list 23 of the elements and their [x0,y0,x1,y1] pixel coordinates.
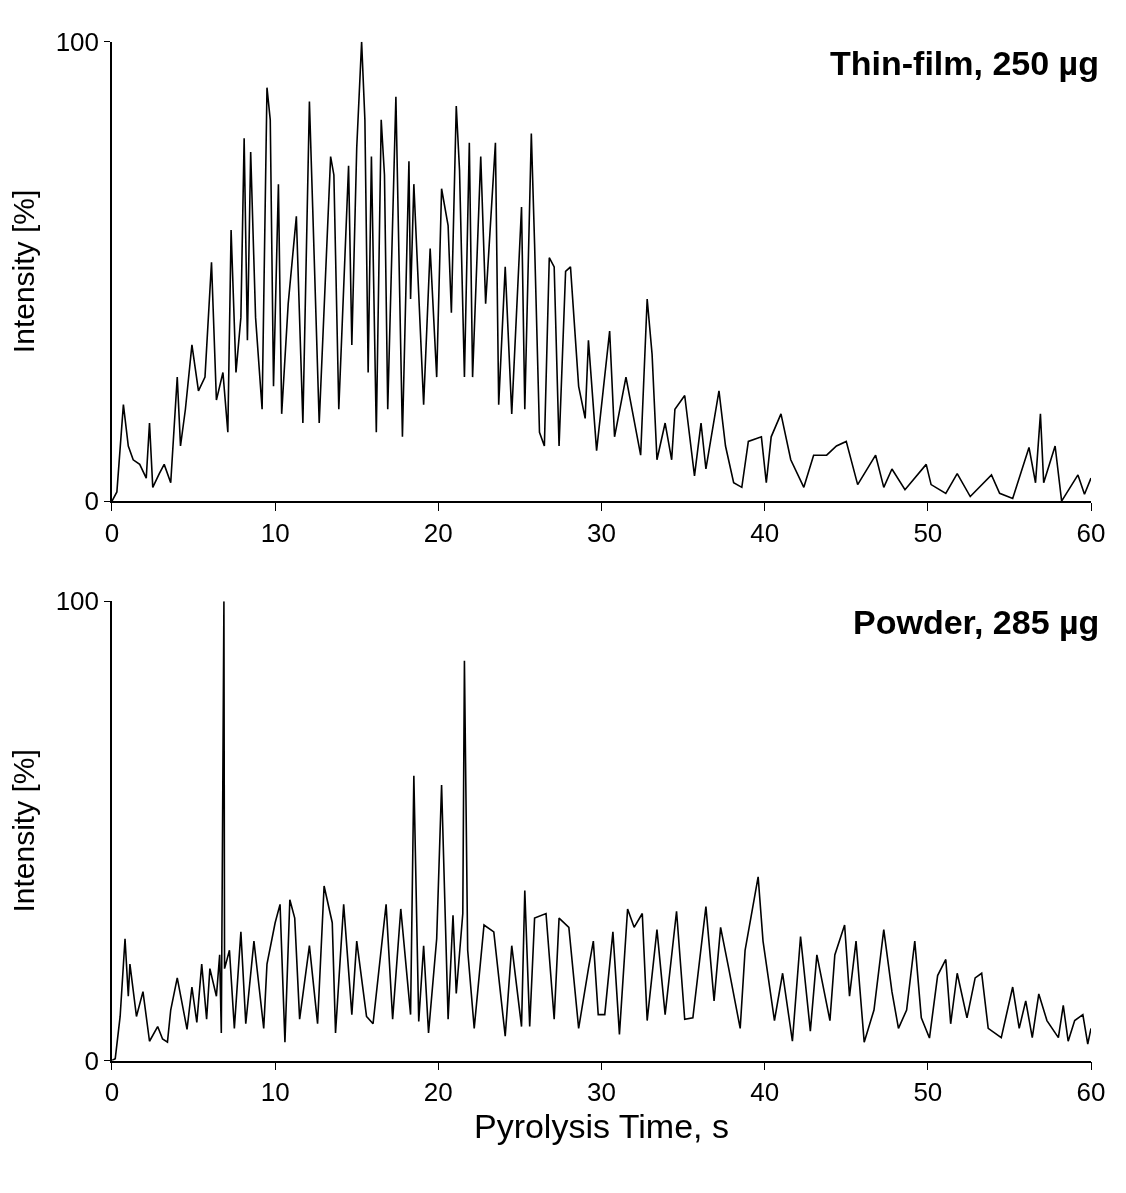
x-axis-title: Pyrolysis Time, s [473,1107,730,1146]
x-tick-label: 60 [1076,518,1106,549]
x-tick-label: 40 [750,1077,780,1108]
y-tick-label: 0 [84,486,100,517]
x-tick-label: 10 [260,518,290,549]
y-tick-label: 100 [55,26,100,57]
y-axis-title: Intensity [%] [7,749,41,913]
x-tick-label: 20 [423,518,453,549]
x-tick-label: 50 [913,1077,943,1108]
x-tick-label: 60 [1076,1077,1106,1108]
x-tick-label: 40 [750,518,780,549]
y-axis-title: Intensity [%] [7,189,41,354]
y-tick-label: 100 [55,586,100,617]
x-tick-label: 50 [913,518,943,549]
y-tick-label: 0 [84,1045,100,1076]
x-tick-label: 0 [104,518,120,549]
chart-title: Thin-film, 250 µg [830,44,1099,82]
x-tick-label: 20 [423,1077,453,1108]
x-tick-label: 30 [587,518,616,549]
chart-title: Powder, 285 µg [853,603,1100,641]
x-tick-label: 0 [104,1077,120,1108]
x-tick-label: 10 [260,1077,290,1108]
x-tick-label: 30 [587,1077,616,1108]
